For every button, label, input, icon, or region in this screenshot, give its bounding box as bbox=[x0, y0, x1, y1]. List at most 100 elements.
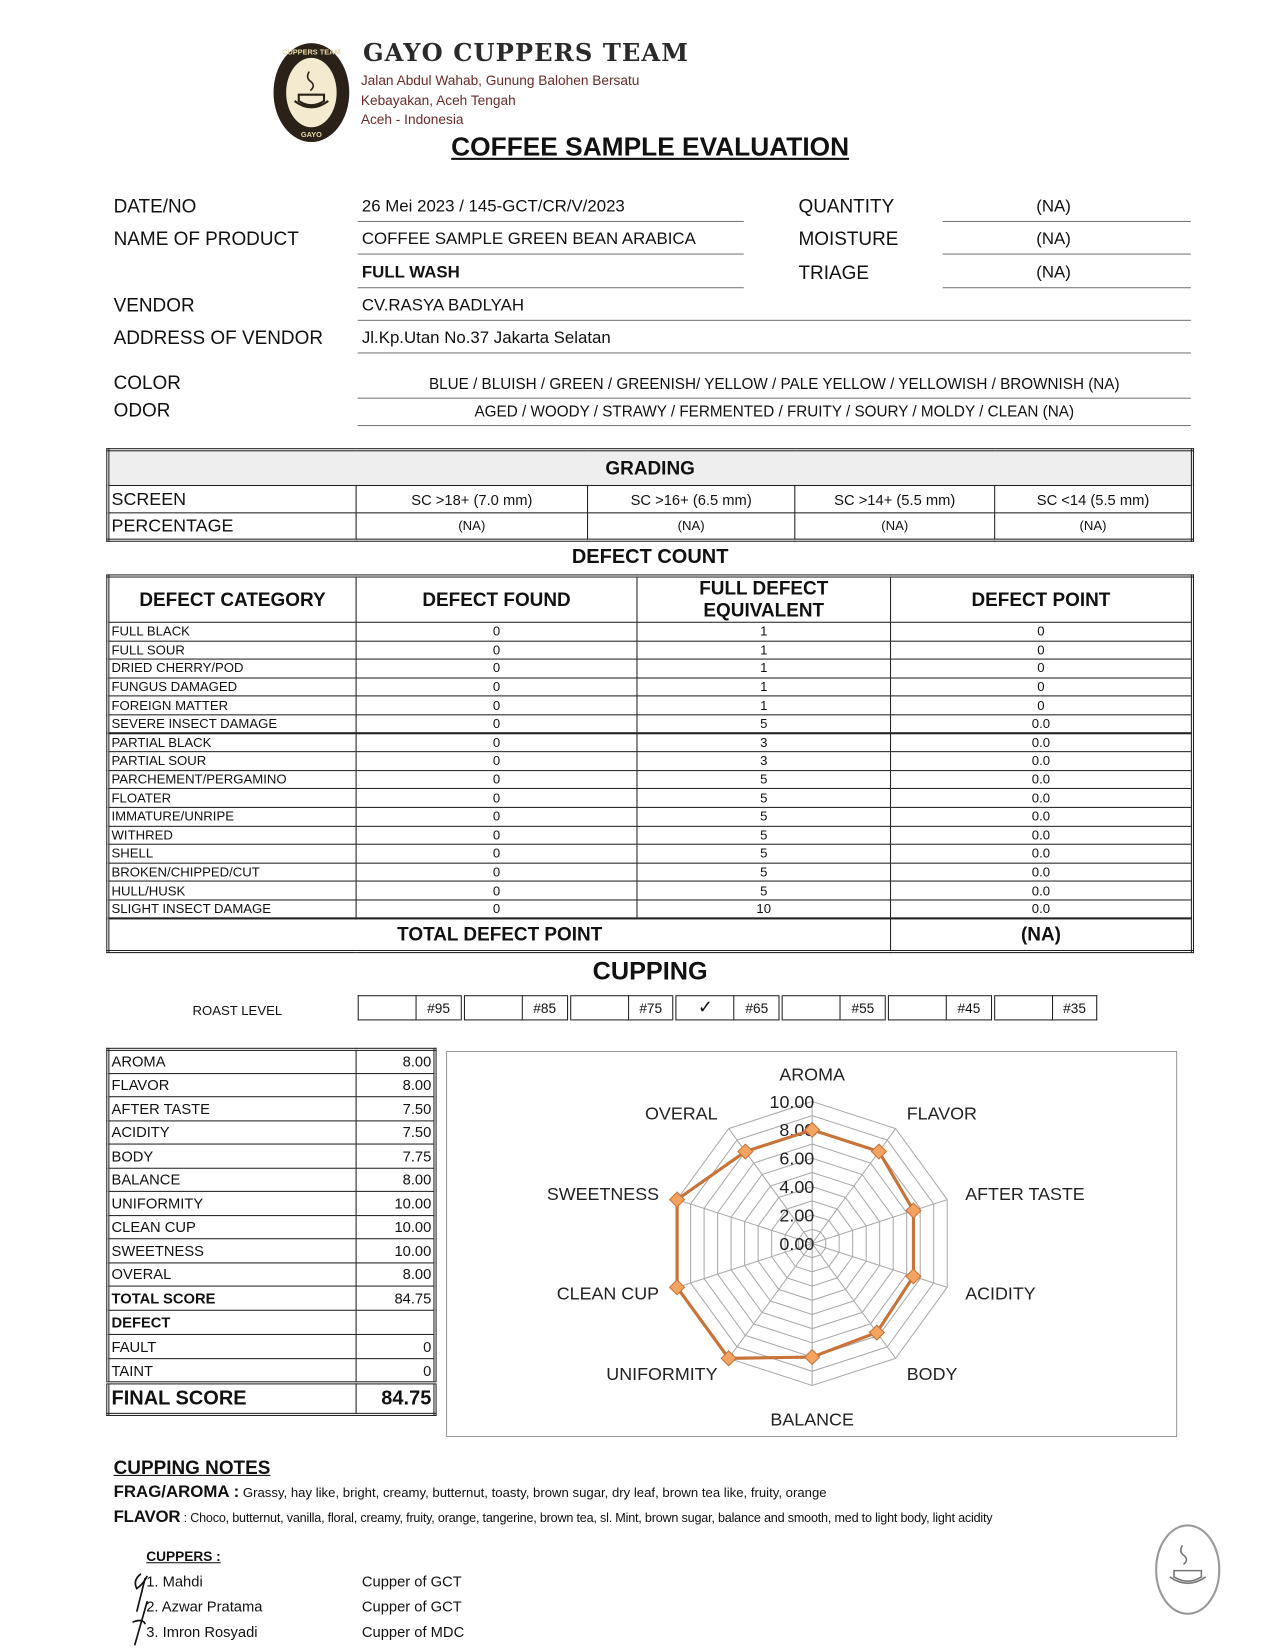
radar-data-point bbox=[870, 1143, 888, 1160]
roast-level-checkbox bbox=[462, 995, 523, 1021]
taint-label: TAINT bbox=[107, 1358, 357, 1384]
defect-row: PARTIAL BLACK 0 3 0.0 bbox=[107, 732, 1193, 753]
column-header: FULL DEFECT EQUIVALENT bbox=[636, 575, 892, 623]
radar-spoke bbox=[728, 1243, 813, 1359]
aroma-notes: FRAG/AROMA : Grassy, hay like, bright, c… bbox=[114, 1483, 827, 1502]
score-value: 8.00 bbox=[355, 1048, 436, 1074]
product-value: COFFEE SAMPLE GREEN BEAN ARABICA bbox=[361, 230, 696, 249]
grading-title: GRADING bbox=[107, 449, 1193, 487]
score-row: SWEETNESS 10.00 bbox=[107, 1238, 436, 1263]
full-defect-equivalent: 5 bbox=[636, 862, 892, 882]
roast-level-value: #45 bbox=[945, 995, 996, 1021]
product-label: NAME OF PRODUCT bbox=[113, 228, 299, 250]
defect-point: 0.0 bbox=[889, 880, 1193, 901]
screen-size: SC >18+ (7.0 mm) bbox=[355, 484, 589, 514]
cuppers-title: CUPPERS : bbox=[146, 1548, 221, 1565]
screen-size: SC >16+ (6.5 mm) bbox=[587, 484, 796, 514]
radar-axis-label: ACIDITY bbox=[965, 1284, 1036, 1304]
defect-row: BROKEN/CHIPPED/CUT 0 5 0.0 bbox=[107, 862, 1193, 882]
screen-size: SC >14+ (5.5 mm) bbox=[794, 484, 996, 514]
cupper-name: 3. Imron Rosyadi bbox=[146, 1623, 258, 1641]
score-attribute: ACIDITY bbox=[107, 1119, 357, 1145]
defect-category: FULL BLACK bbox=[107, 621, 357, 642]
defect-found: 0 bbox=[355, 899, 638, 919]
full-defect-equivalent: 5 bbox=[636, 825, 892, 845]
defect-label: DEFECT bbox=[107, 1309, 357, 1335]
moisture-label: MOISTURE bbox=[798, 228, 899, 250]
score-row: AFTER TASTE 7.50 bbox=[107, 1096, 436, 1121]
defect-row: FULL BLACK 0 1 0 bbox=[107, 621, 1193, 642]
full-defect-equivalent: 5 bbox=[636, 806, 892, 827]
radar-tick-label: 0.00 bbox=[779, 1234, 814, 1254]
defect-point: 0.0 bbox=[889, 899, 1193, 919]
column-header: DEFECT POINT bbox=[889, 575, 1193, 623]
radar-axis-label: UNIFORMITY bbox=[606, 1364, 717, 1384]
radar-chart: 0.00 2.00 4.00 6.00 8.00 10.00 AROMA FLAVOR AFTE… bbox=[547, 1064, 1085, 1429]
score-attribute: AROMA bbox=[107, 1048, 357, 1074]
org-address-line: Kebayakan, Aceh Tengah bbox=[360, 92, 516, 109]
roast-level-checkbox bbox=[780, 995, 841, 1021]
odor-options: AGED / WOODY / STRAWY / FERMENTED / FRUI… bbox=[474, 403, 1075, 421]
color-label: COLOR bbox=[113, 372, 181, 394]
defect-found: 0 bbox=[355, 806, 638, 827]
svg-text:GAYO: GAYO bbox=[301, 130, 322, 139]
defect-category: FLOATER bbox=[107, 788, 357, 808]
full-defect-equivalent: 3 bbox=[636, 751, 892, 771]
full-defect-equivalent: 5 bbox=[636, 788, 892, 808]
score-row: CLEAN CUP 10.00 bbox=[107, 1214, 436, 1240]
cupping-title: CUPPING bbox=[592, 957, 708, 986]
radar-axis-label: SWEETNESS bbox=[547, 1184, 659, 1204]
org-name: GAYO CUPPERS TEAM bbox=[362, 38, 690, 68]
defect-point: 0.0 bbox=[889, 825, 1193, 845]
roast-level-checkbox bbox=[886, 995, 947, 1021]
radar-tick-label: 10.00 bbox=[770, 1092, 815, 1112]
triage-label: TRIAGE bbox=[798, 261, 869, 283]
score-value: 10.00 bbox=[355, 1238, 436, 1263]
radar-data-point bbox=[803, 1348, 821, 1366]
triage-value: (NA) bbox=[1036, 264, 1071, 282]
taint-value: 0 bbox=[355, 1358, 436, 1384]
defect-found: 0 bbox=[355, 880, 638, 901]
date-value: 26 Mei 2023 / 145-GCT/CR/V/2023 bbox=[361, 197, 625, 216]
full-defect-equivalent: 1 bbox=[636, 695, 892, 716]
flavor-notes-text: : Choco, butternut, vanilla, floral, cre… bbox=[180, 1510, 993, 1526]
defect-found: 0 bbox=[355, 621, 638, 642]
radar-data-point bbox=[668, 1191, 686, 1208]
score-row: OVERAL 8.00 bbox=[107, 1261, 436, 1287]
radar-data-point bbox=[905, 1202, 922, 1219]
full-defect-equivalent: 3 bbox=[636, 732, 892, 753]
column-header: DEFECT CATEGORY bbox=[107, 575, 357, 623]
defect-row: FLOATER 0 5 0.0 bbox=[107, 788, 1193, 808]
full-defect-equivalent: 1 bbox=[636, 658, 892, 679]
defect-point: 0.0 bbox=[889, 769, 1193, 790]
radar-spoke bbox=[811, 1128, 897, 1244]
score-attribute: BALANCE bbox=[107, 1167, 357, 1192]
defect-category: DRIED CHERRY/POD bbox=[107, 658, 357, 679]
vendor-value: CV.RASYA BADLYAH bbox=[361, 296, 525, 315]
percentage-label: PERCENTAGE bbox=[107, 512, 357, 541]
cupper-role: Cupper of GCT bbox=[361, 1597, 462, 1615]
defect-row: FUNGUS DAMAGED 0 1 0 bbox=[107, 677, 1193, 697]
score-row: FLAVOR 8.00 bbox=[107, 1072, 436, 1098]
score-value: 8.00 bbox=[355, 1072, 436, 1098]
full-defect-equivalent: 5 bbox=[636, 843, 892, 864]
defect-found: 0 bbox=[355, 843, 638, 864]
defect-row: PARTIAL SOUR 0 3 0.0 bbox=[107, 751, 1193, 771]
date-label: DATE/NO bbox=[113, 195, 197, 217]
defect-category: FULL SOUR bbox=[107, 640, 357, 660]
defect-found: 0 bbox=[355, 825, 638, 845]
score-value: 7.50 bbox=[355, 1096, 436, 1121]
radar-spoke bbox=[811, 1199, 948, 1244]
radar-data-point bbox=[803, 1121, 821, 1139]
roast-level-value: #65 bbox=[733, 995, 784, 1021]
stamp-cup-icon bbox=[1155, 1524, 1221, 1615]
defect-category: PARTIAL BLACK bbox=[107, 732, 357, 753]
total-score-label: TOTAL SCORE bbox=[107, 1285, 357, 1311]
roast-level-checkbox bbox=[992, 995, 1054, 1021]
org-address-line: Aceh - Indonesia bbox=[360, 111, 464, 128]
defect-row: HULL/HUSK 0 5 0.0 bbox=[107, 880, 1193, 901]
roast-level-scale: #95 #85 #75 ✓ #65 #55 #45 #35 bbox=[357, 995, 1098, 1021]
defect-row: FOREIGN MATTER 0 1 0 bbox=[107, 695, 1193, 716]
total-defect-value: (NA) bbox=[889, 917, 1193, 952]
